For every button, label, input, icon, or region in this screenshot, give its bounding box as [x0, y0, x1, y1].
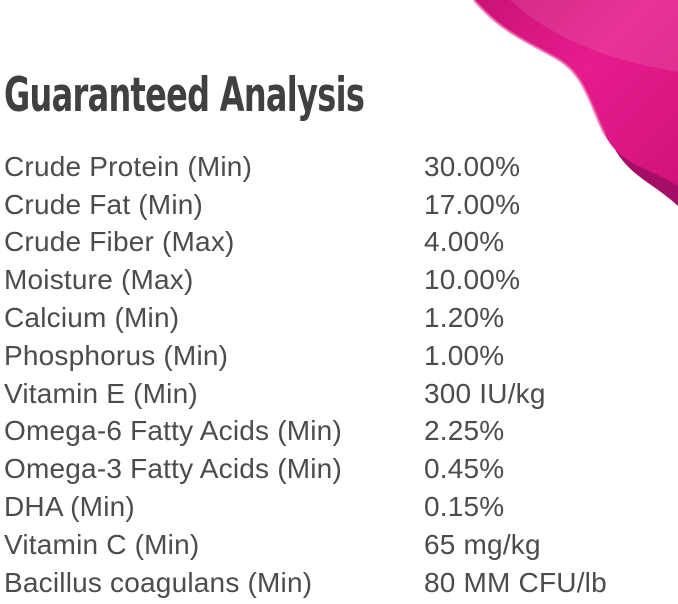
- nutrient-value: 1.20%: [424, 302, 505, 334]
- nutrient-label: Crude Fiber (Max): [4, 226, 235, 258]
- analysis-row: Moisture (Max) 10.00%: [4, 261, 674, 299]
- analysis-row: DHA (Min) 0.15%: [4, 488, 674, 526]
- nutrient-label: Vitamin C (Min): [4, 528, 200, 560]
- nutrient-value: 80 MM CFU/lb: [424, 566, 607, 598]
- nutrient-value: 10.00%: [424, 264, 521, 296]
- nutrient-value: 4.00%: [424, 226, 505, 258]
- nutrient-value: 0.45%: [424, 453, 505, 485]
- nutrient-label: Crude Protein (Min): [4, 150, 253, 182]
- nutrient-value: 65 mg/kg: [424, 528, 541, 560]
- nutrient-value: 30.00%: [424, 150, 521, 182]
- nutrient-label: Omega-6 Fatty Acids (Min): [4, 415, 342, 447]
- nutrient-label: Calcium (Min): [4, 302, 180, 334]
- nutrient-value: 300 IU/kg: [424, 377, 546, 409]
- analysis-row: Bacillus coagulans (Min) 80 MM CFU/lb: [4, 564, 674, 602]
- analysis-row: Crude Fat (Min) 17.00%: [4, 186, 674, 224]
- analysis-row: Omega-3 Fatty Acids (Min) 0.45%: [4, 450, 674, 488]
- analysis-row: Omega-6 Fatty Acids (Min) 2.25%: [4, 413, 674, 451]
- analysis-row: Crude Fiber (Max) 4.00%: [4, 224, 674, 262]
- nutrient-value: 17.00%: [424, 188, 521, 220]
- swoosh-highlight: [473, 0, 607, 136]
- nutrient-label: DHA (Min): [4, 491, 135, 523]
- nutrient-label: Bacillus coagulans (Min): [4, 566, 313, 598]
- nutrient-label: Phosphorus (Min): [4, 339, 229, 371]
- nutrient-value: 2.25%: [424, 415, 505, 447]
- swoosh-sheen: [510, 0, 678, 72]
- nutrient-label: Omega-3 Fatty Acids (Min): [4, 453, 342, 485]
- nutrient-value: 0.15%: [424, 491, 505, 523]
- nutrient-value: 1.00%: [424, 339, 505, 371]
- analysis-row: Vitamin C (Min) 65 mg/kg: [4, 526, 674, 564]
- analysis-row: Calcium (Min) 1.20%: [4, 299, 674, 337]
- analysis-row: Vitamin E (Min) 300 IU/kg: [4, 375, 674, 413]
- nutrient-label: Moisture (Max): [4, 264, 194, 296]
- analysis-row: Crude Protein (Min) 30.00%: [4, 148, 674, 186]
- guaranteed-analysis-table: Crude Protein (Min) 30.00% Crude Fat (Mi…: [4, 148, 674, 602]
- nutrient-label: Vitamin E (Min): [4, 377, 198, 409]
- nutrient-label: Crude Fat (Min): [4, 188, 204, 220]
- page-title: Guaranteed Analysis: [4, 68, 365, 123]
- analysis-row: Phosphorus (Min) 1.00%: [4, 337, 674, 375]
